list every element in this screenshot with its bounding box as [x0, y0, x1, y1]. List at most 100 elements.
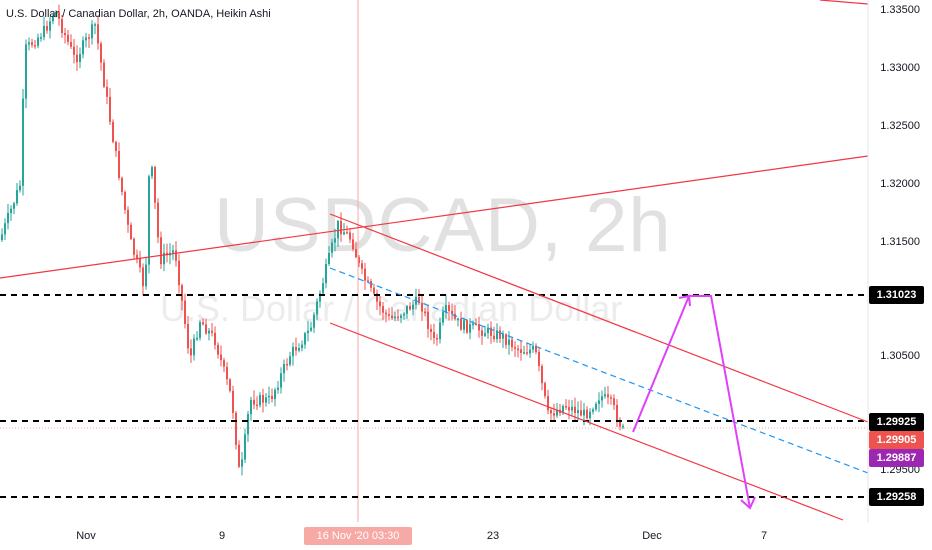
candle-body: [52, 15, 54, 22]
watermark-description: U.S. Dollar / Canadian Dollar: [160, 288, 623, 329]
candle-body: [121, 177, 123, 192]
channel-midline[interactable]: [329, 267, 869, 474]
candle-body: [598, 400, 600, 404]
candle-body: [256, 404, 258, 407]
candle-body: [130, 224, 132, 239]
candle-body: [157, 202, 159, 238]
candle-body: [88, 37, 90, 39]
candle-body: [511, 339, 513, 348]
candle-body: [379, 301, 381, 307]
candle-body: [124, 191, 126, 210]
candle-body: [535, 345, 537, 352]
candle-body: [67, 34, 69, 42]
candle-body: [115, 141, 117, 151]
candle-body: [154, 166, 156, 203]
candle-body: [352, 239, 354, 250]
candle-body: [133, 238, 135, 255]
candle-body: [478, 324, 480, 331]
candle-body: [43, 25, 45, 38]
price-tick: 1.30500: [880, 350, 920, 362]
candle-body: [439, 322, 441, 340]
candle-body: [4, 223, 6, 235]
candle-body: [451, 310, 453, 314]
channel-lower-line[interactable]: [329, 322, 844, 521]
price-tick: 1.32000: [880, 178, 920, 190]
candle-body: [568, 407, 570, 411]
candle-body: [226, 366, 228, 380]
candle-body: [172, 250, 174, 253]
candle-body: [208, 330, 210, 334]
candle-body: [136, 254, 138, 259]
candle-body: [385, 312, 387, 315]
candle-body: [424, 311, 426, 314]
candle-body: [139, 258, 141, 268]
trendline-upper[interactable]: [0, 155, 869, 279]
candle-body: [82, 40, 84, 55]
candle-body: [313, 314, 315, 328]
projection-path[interactable]: [632, 295, 751, 509]
candle-body: [238, 444, 240, 467]
candle-body: [118, 150, 120, 178]
candle-body: [358, 257, 360, 264]
candle-body: [37, 37, 39, 46]
time-tick: Nov: [76, 530, 96, 542]
candle-body: [361, 263, 363, 269]
price-tick: 1.33000: [880, 62, 920, 74]
candle-body: [595, 403, 597, 410]
candle-body: [334, 238, 336, 243]
candle-body: [376, 293, 378, 302]
candle-body: [571, 406, 573, 411]
candle-body: [517, 348, 519, 351]
candle-body: [97, 24, 99, 44]
candle-body: [610, 397, 612, 399]
candle-body: [532, 345, 534, 350]
candle-body: [619, 421, 621, 427]
trendline-top-corner[interactable]: [819, 0, 869, 5]
candle-body: [370, 281, 372, 288]
candle-body: [373, 287, 375, 294]
candle-body: [577, 410, 579, 414]
candle-body: [61, 18, 63, 33]
candle-body: [46, 25, 48, 31]
candle-body: [181, 285, 183, 301]
candle-body: [109, 96, 111, 122]
candle-body: [298, 348, 300, 351]
candle-body: [412, 304, 414, 310]
price-tag-level-1: 1.31023: [869, 286, 924, 304]
candle-body: [403, 313, 405, 316]
candle-body: [229, 379, 231, 391]
candle-body: [310, 327, 312, 331]
candle-body: [541, 366, 543, 384]
candle-body: [472, 323, 474, 326]
candle-body: [499, 330, 501, 339]
candle-body: [295, 346, 297, 351]
candle-body: [259, 395, 261, 406]
candle-body: [217, 344, 219, 355]
candle-body: [304, 333, 306, 345]
candle-body: [91, 24, 93, 39]
candle-body: [211, 330, 213, 333]
candles-group: [1, 4, 624, 476]
candle-body: [103, 62, 105, 87]
price-tick: 1.31500: [880, 236, 920, 248]
candle-body: [592, 409, 594, 412]
candle-body: [475, 323, 477, 326]
candle-body: [400, 315, 402, 319]
candle-body: [343, 232, 345, 235]
candle-body: [547, 396, 549, 411]
candle-body: [301, 344, 303, 349]
candle-body: [277, 387, 279, 390]
candle-body: [553, 413, 555, 416]
candle-body: [484, 333, 486, 336]
candle-body: [178, 260, 180, 286]
candle-body: [205, 324, 207, 334]
channel-upper-line[interactable]: [329, 213, 869, 423]
candle-body: [160, 237, 162, 265]
candle-body: [544, 383, 546, 397]
candle-body: [70, 41, 72, 47]
candle-body: [28, 42, 30, 45]
candle-body: [604, 394, 606, 397]
candle-body: [586, 409, 588, 419]
